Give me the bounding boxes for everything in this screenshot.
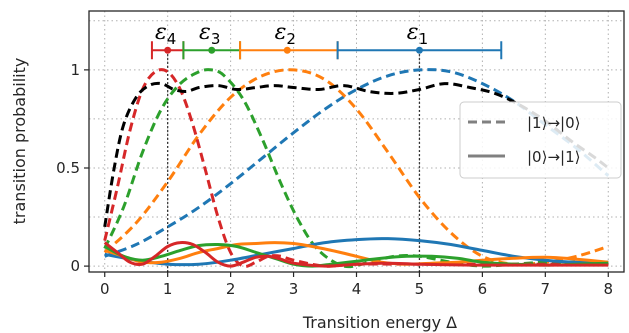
- y-tick-label: 0.5: [56, 159, 80, 177]
- x-tick-label: 2: [226, 280, 236, 298]
- x-tick-label: 0: [100, 280, 110, 298]
- y-tick-label: 0: [70, 257, 80, 275]
- energy-markers: ε4 ε3 ε2 ε1: [150, 20, 503, 60]
- energy-level-label: ε1: [407, 20, 428, 48]
- axis-ticks: 0 1 2 3 4 5 6 7 8 0 0.5 1: [56, 61, 613, 298]
- energy-level-label: ε4: [155, 20, 176, 48]
- series-line-2: [103, 68, 609, 269]
- x-tick-label: 7: [541, 280, 551, 298]
- series-line-8: [103, 241, 609, 268]
- energy-center-dot: [164, 46, 172, 54]
- x-axis-label: Transition energy Δ: [302, 313, 457, 332]
- x-tick-label: 1: [163, 280, 173, 298]
- energy-level-label: ε2: [275, 20, 296, 48]
- energy-center-dot: [283, 46, 291, 54]
- legend-label-dashed: |1⟩→|0⟩: [527, 114, 580, 132]
- legend-label-solid: |0⟩→|1⟩: [527, 148, 580, 166]
- series-line-6: [104, 241, 609, 266]
- x-tick-label: 8: [603, 280, 613, 298]
- x-tick-label: 6: [478, 280, 488, 298]
- x-tick-label: 3: [289, 280, 299, 298]
- energy-center-dot: [208, 46, 216, 54]
- energy-center-dot: [415, 46, 423, 54]
- energy-level-label: ε3: [199, 20, 220, 48]
- x-tick-label: 4: [352, 280, 362, 298]
- y-tick-label: 1: [70, 61, 80, 79]
- y-axis-label: transition probability: [10, 58, 29, 225]
- series-line-4: [103, 81, 610, 228]
- legend: |1⟩→|0⟩ |0⟩→|1⟩: [459, 101, 622, 179]
- x-tick-label: 5: [415, 280, 425, 298]
